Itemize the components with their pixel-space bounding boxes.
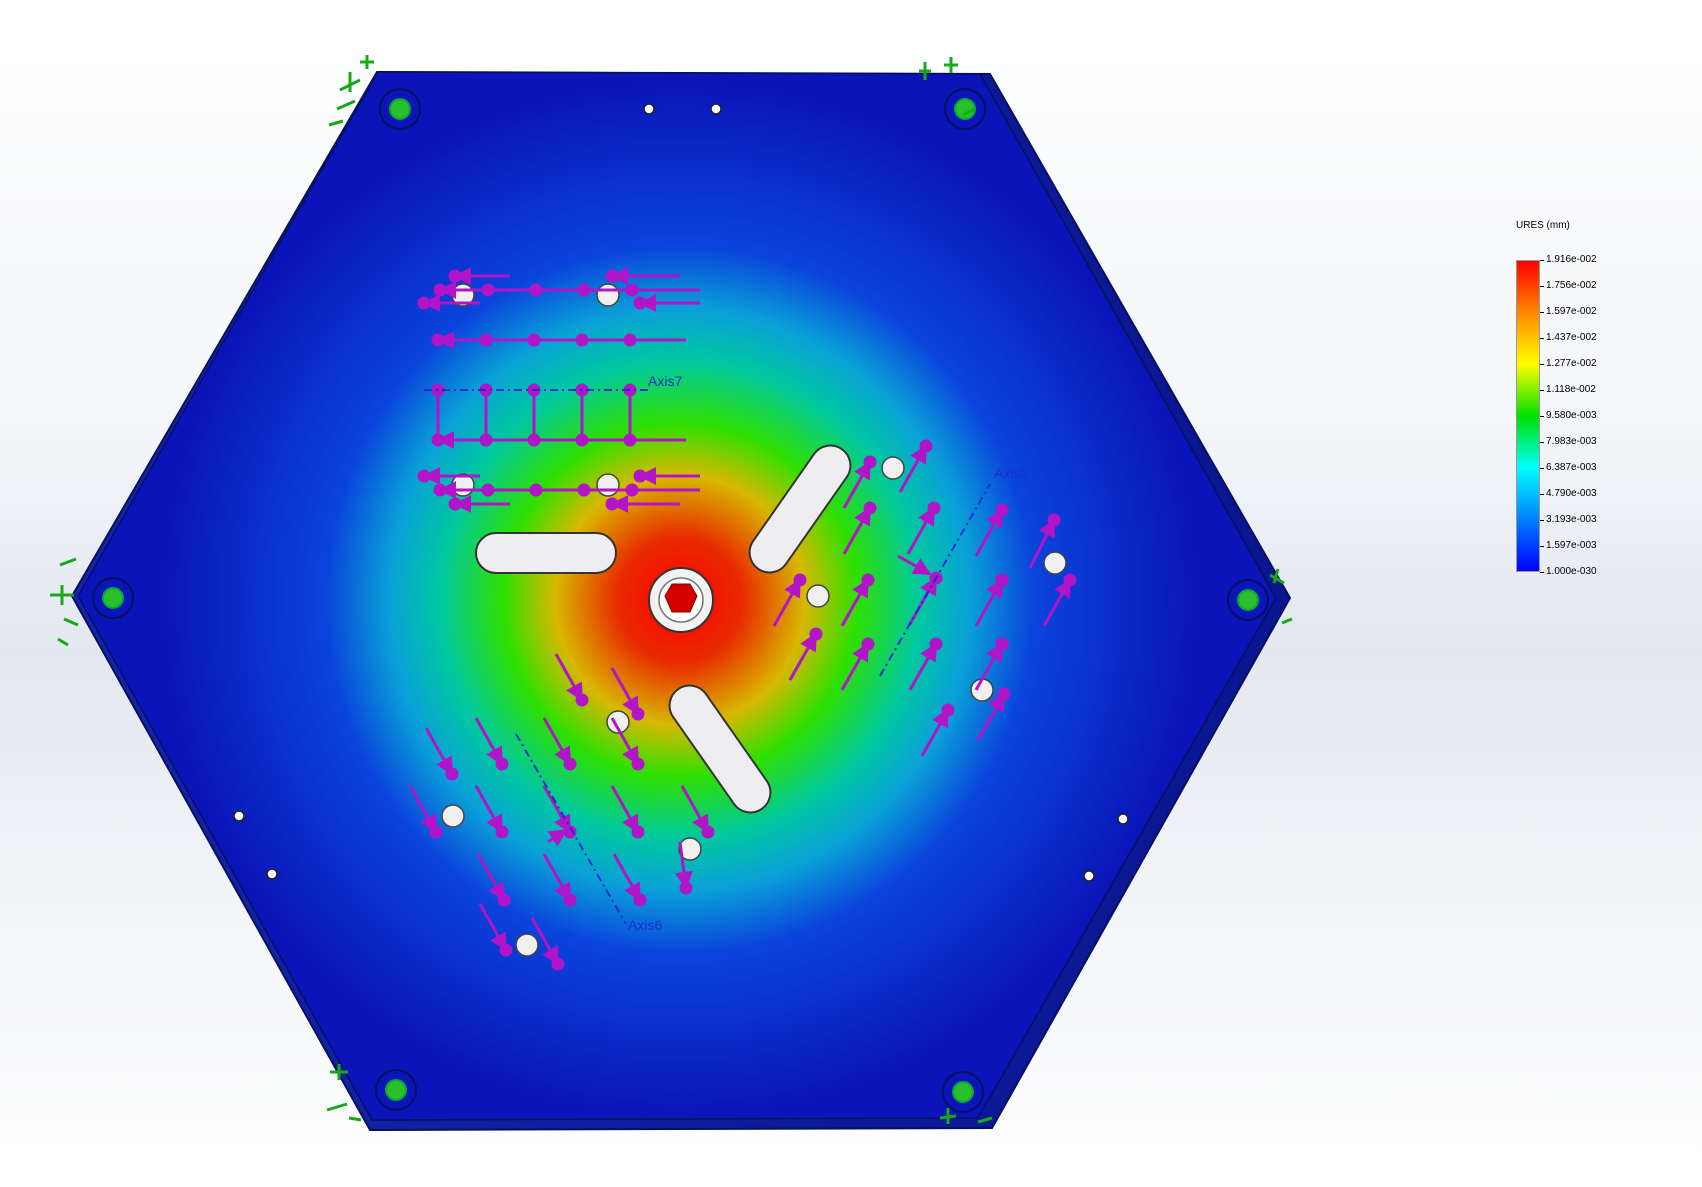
legend-value-label: 6.387e-003 [1546,462,1597,473]
legend-value-label: 1.277e-002 [1546,358,1597,369]
fixture-icon [942,1071,984,1113]
legend-value-label: 1.118e-002 [1546,384,1596,395]
legend-value-label: 1.597e-002 [1546,306,1597,317]
axis7-label: Axis7 [648,373,682,389]
legend-tick [1540,572,1544,573]
fixture-icon [1227,579,1269,621]
reference-axes [424,389,991,925]
legend-value-label: 1.597e-003 [1546,540,1597,551]
legend-value-label: 9.580e-003 [1546,410,1597,421]
legend-value-label: 1.000e-030 [1546,566,1597,577]
legend-tick [1540,338,1544,339]
fixture-icon [375,1069,417,1111]
axis5-line [879,483,991,677]
legend-tick [1540,364,1544,365]
slot-lower [668,684,772,814]
legend-tick [1540,260,1544,261]
load-arrows-lower [408,653,715,971]
ures-legend: URES (mm) 1.916e-002 1.756e-002 1.597e-002… [1516,220,1656,580]
axis6-label: Axis6 [628,917,662,933]
fixture-glyphs [50,55,1293,1124]
legend-tick [1540,416,1544,417]
legend-value-label: 4.790e-003 [1546,488,1597,499]
legend-colorbar [1516,260,1540,572]
axis5-label: Axis5 [994,465,1028,481]
load-arrows-top [417,267,700,513]
legend-value-label: 1.437e-002 [1546,332,1597,343]
load-arrows-right [772,439,1077,757]
legend-tick [1540,312,1544,313]
legend-value-label: 1.756e-002 [1546,280,1597,291]
fixture-icon [92,577,134,619]
legend-tick [1540,520,1544,521]
legend-value-label: 1.916e-002 [1546,254,1597,265]
legend-tick [1540,468,1544,469]
legend-tick [1540,286,1544,287]
legend-tick [1540,442,1544,443]
legend-tick [1540,494,1544,495]
fixture-icon [379,88,421,130]
plate-slots [475,444,852,814]
legend-title: URES (mm) [1516,220,1570,231]
legend-value-label: 7.983e-003 [1546,436,1597,447]
legend-tick [1540,390,1544,391]
legend-tick [1540,546,1544,547]
legend-value-label: 3.193e-003 [1546,514,1597,525]
corner-fixtures [92,88,1269,1113]
center-hub [648,567,714,633]
axis6-line [515,733,627,925]
slot-left [475,532,617,574]
slot-upper-right [748,444,852,574]
small-holes [233,103,1129,882]
